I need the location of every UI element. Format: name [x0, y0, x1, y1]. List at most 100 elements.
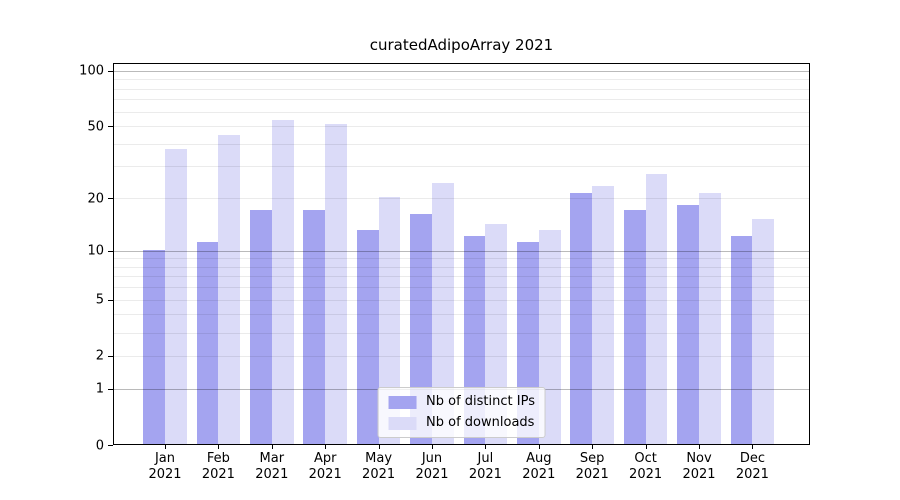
y-tick-label-50: 50: [87, 119, 104, 135]
bar-distinct-ips-oct: [623, 209, 646, 444]
x-tick-year-feb: 2021: [201, 467, 235, 482]
bar-downloads-mar: [271, 120, 294, 444]
x-tick-label-jan: Jan 2021: [133, 451, 197, 483]
y-tick-100: [108, 70, 113, 72]
bar-downloads-apr: [325, 123, 347, 444]
bar-downloads-dec: [752, 219, 775, 444]
legend-label-downloads: Nb of downloads: [426, 415, 535, 430]
y-tick-1: [108, 388, 113, 390]
x-tick-label-mar: Mar 2021: [240, 451, 304, 483]
x-tick-label-feb: Feb 2021: [186, 451, 250, 483]
gridline-minor-20: [114, 198, 809, 200]
gridline-minor-4: [114, 314, 809, 316]
bar-distinct-ips-may: [356, 229, 379, 444]
x-tick-jun: [432, 445, 433, 449]
gridline-minor-9: [114, 258, 809, 260]
x-tick-label-oct: Oct 2021: [614, 451, 678, 483]
y-tick-5: [108, 299, 113, 301]
x-tick-label-jun: Jun 2021: [400, 451, 464, 483]
plot-area: Nb of distinct IPs Nb of downloads: [113, 63, 810, 445]
chart-title: curatedAdipoArray 2021: [369, 36, 554, 54]
legend-item-downloads: Nb of downloads: [388, 416, 535, 430]
x-tick-aug: [538, 445, 540, 449]
bar-downloads-nov: [699, 193, 721, 444]
y-tick-20: [108, 198, 113, 200]
bar-downloads-jan: [165, 148, 187, 444]
gridline-major-10: [114, 250, 809, 252]
x-tick-year-jan: 2021: [148, 467, 182, 482]
legend: Nb of distinct IPs Nb of downloads: [377, 387, 546, 438]
y-tick-label-0: 0: [95, 438, 104, 453]
bar-distinct-ips-apr: [303, 209, 326, 444]
y-tick-label-5: 5: [95, 292, 104, 308]
y-tick-label-20: 20: [87, 191, 104, 207]
gridline-minor-60: [114, 111, 809, 113]
x-tick-year-jun: 2021: [415, 467, 449, 482]
gridline-minor-40: [114, 143, 809, 145]
legend-item-distinct-ips: Nb of distinct IPs: [388, 395, 535, 409]
bar-distinct-ips-jun: [410, 214, 432, 444]
x-tick-year-mar: 2021: [255, 467, 289, 482]
legend-label-distinct-ips: Nb of distinct IPs: [426, 394, 535, 409]
gridline-minor-7: [114, 276, 809, 278]
x-tick-apr: [325, 445, 327, 449]
bar-downloads-oct: [645, 173, 668, 444]
x-tick-jan: [165, 445, 166, 449]
gridline-minor-5: [114, 299, 809, 301]
x-tick-label-nov: Nov 2021: [667, 451, 731, 483]
bar-downloads-sep: [592, 186, 614, 444]
bar-distinct-ips-jan: [143, 249, 165, 444]
x-tick-may: [378, 445, 380, 449]
x-tick-oct: [645, 445, 647, 449]
bar-distinct-ips-nov: [677, 205, 699, 444]
x-tick-year-dec: 2021: [735, 467, 769, 482]
gridline-minor-30: [114, 166, 809, 168]
x-tick-feb: [218, 445, 220, 449]
x-tick-label-aug: Aug 2021: [507, 451, 571, 483]
x-tick-year-jul: 2021: [468, 467, 502, 482]
bar-distinct-ips-mar: [250, 209, 272, 444]
y-tick-2: [108, 355, 113, 357]
gridline-minor-50: [114, 126, 809, 128]
y-tick-label-1: 1: [95, 381, 104, 397]
y-tick-50: [108, 126, 113, 128]
x-tick-year-nov: 2021: [682, 467, 716, 482]
x-tick-year-aug: 2021: [522, 467, 556, 482]
y-tick-label-10: 10: [87, 243, 104, 259]
x-tick-label-dec: Dec 2021: [720, 451, 784, 483]
bar-downloads-jun: [432, 182, 454, 444]
legend-swatch-downloads: [388, 416, 417, 430]
gridline-minor-8: [114, 266, 809, 268]
x-tick-label-apr: Apr 2021: [293, 451, 357, 483]
x-tick-jul: [485, 445, 487, 449]
gridline-minor-80: [114, 88, 809, 90]
x-tick-dec: [752, 445, 754, 449]
x-tick-year-sep: 2021: [575, 467, 609, 482]
legend-swatch-distinct-ips: [388, 395, 417, 409]
bar-downloads-may: [378, 197, 401, 444]
x-tick-year-oct: 2021: [629, 467, 663, 482]
bar-distinct-ips-sep: [570, 193, 593, 444]
y-tick-10: [108, 250, 113, 252]
x-tick-label-jul: Jul 2021: [453, 451, 517, 483]
y-tick-0: [108, 445, 113, 446]
gridline-minor-70: [114, 99, 809, 101]
x-tick-sep: [592, 445, 594, 449]
x-tick-label-may: May 2021: [347, 451, 411, 483]
y-tick-label-2: 2: [95, 348, 104, 364]
x-tick-nov: [699, 445, 700, 449]
gridline-minor-6: [114, 287, 809, 289]
x-tick-year-may: 2021: [362, 467, 396, 482]
y-tick-label-100: 100: [79, 63, 104, 79]
gridline-minor-3: [114, 332, 809, 334]
x-tick-year-apr: 2021: [308, 467, 342, 482]
gridline-major-100: [114, 70, 809, 72]
gridline-minor-90: [114, 79, 809, 81]
bar-distinct-ips-dec: [730, 235, 753, 444]
gridline-minor-2: [114, 355, 809, 357]
bar-downloads-feb: [218, 135, 241, 444]
bar-distinct-ips-feb: [196, 242, 219, 444]
x-tick-mar: [271, 445, 273, 449]
x-tick-label-sep: Sep 2021: [560, 451, 624, 483]
